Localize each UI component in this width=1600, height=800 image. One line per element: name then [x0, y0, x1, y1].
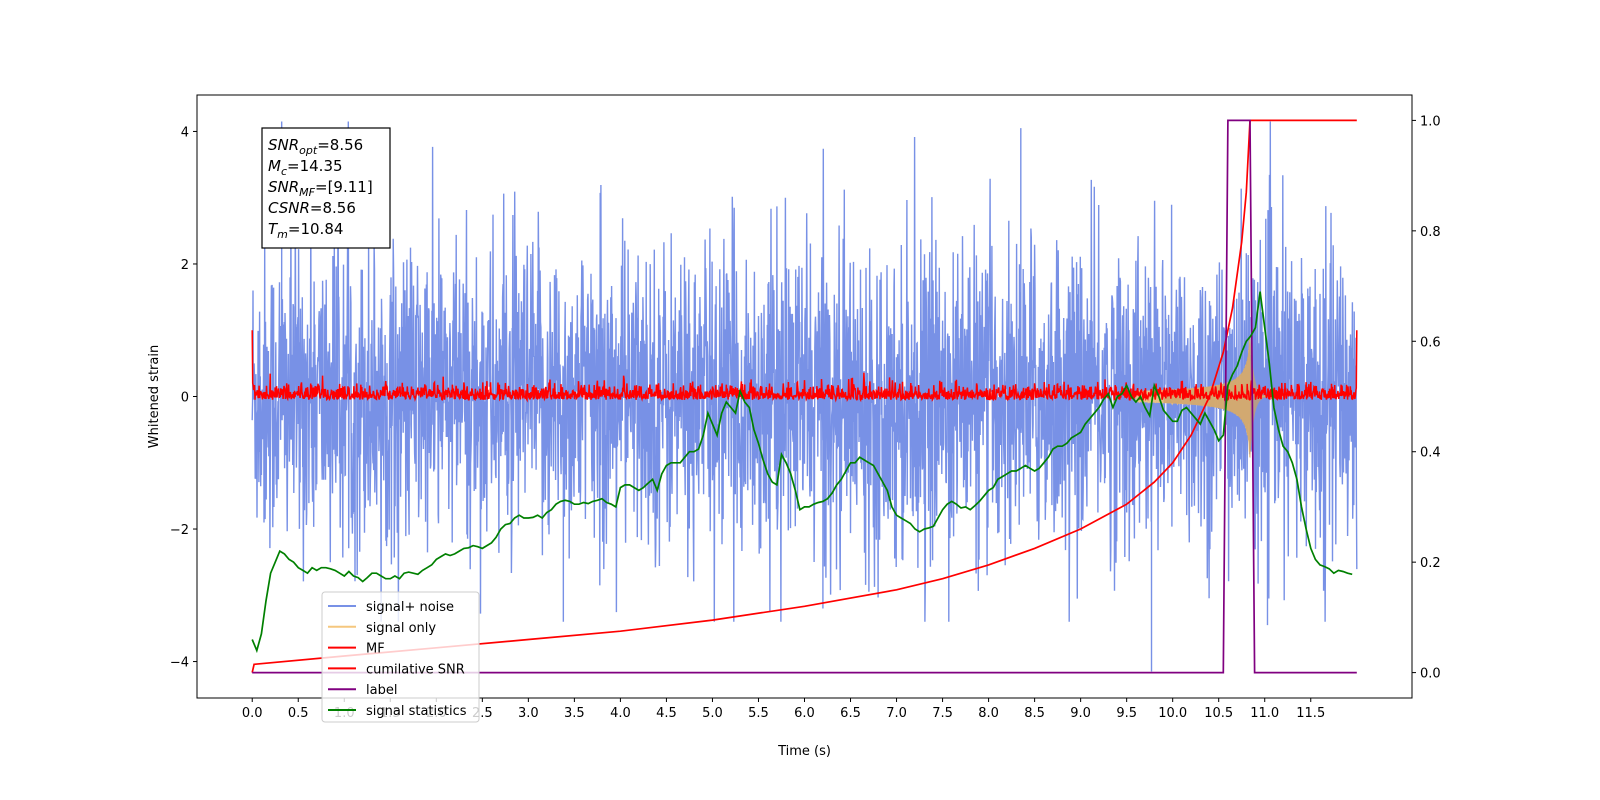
x-tick-label: 10.0 — [1158, 706, 1187, 721]
y-tick-label: 4 — [181, 125, 189, 140]
legend-item-label: signal only — [366, 621, 436, 636]
plot-area — [251, 119, 1358, 674]
series-line-cumulative-snr — [251, 119, 1357, 673]
legend-item-label: label — [366, 683, 397, 698]
y2-tick-label: 1.0 — [1420, 114, 1441, 129]
y2-tick-label: 0.4 — [1420, 446, 1441, 461]
x-tick-label: 7.5 — [932, 706, 953, 721]
y2-tick-label: 0.2 — [1420, 556, 1441, 571]
x-tick-label: 3.0 — [518, 706, 539, 721]
legend-item-label: signal statistics — [366, 704, 467, 719]
legend: signal+ noise signal only MF cumilative SNR… — [321, 591, 480, 723]
x-tick-label: 3.5 — [564, 706, 585, 721]
series-line-label — [252, 119, 1357, 674]
x-tick-label: 0.5 — [288, 706, 309, 721]
x-tick-label: 11.5 — [1296, 706, 1325, 721]
legend-item-label: MF — [366, 642, 385, 657]
annotation-line: SNRMF=[9.11] — [268, 178, 373, 199]
x-tick-label: 10.5 — [1204, 706, 1233, 721]
x-tick-label: 6.5 — [840, 706, 861, 721]
annotation-frame — [261, 127, 391, 249]
annotation-line: CSNR=8.56 — [268, 199, 356, 217]
x-tick-label: 8.5 — [1024, 706, 1045, 721]
y-axis-title: Whitened strain — [147, 345, 162, 448]
annotation-line: Tm=10.84 — [268, 220, 343, 241]
x-axis-title: Time (s) — [777, 744, 831, 759]
annotation-box: SNRopt=8.56Mc=14.35SNRMF=[9.11]CSNR=8.56… — [261, 127, 391, 249]
x-tick-label: 9.5 — [1116, 706, 1137, 721]
y-tick-label: −2 — [170, 523, 189, 538]
x-tick-label: 4.0 — [610, 706, 631, 721]
series-line-signal-statistics — [251, 291, 1353, 654]
x-tick-label: 7.0 — [886, 706, 907, 721]
legend-item-label: signal+ noise — [366, 600, 454, 615]
annotation-line: Mc=14.35 — [268, 157, 343, 178]
x-tick-label: 11.0 — [1250, 706, 1279, 721]
y-tick-label: −4 — [170, 656, 189, 671]
y-tick-label: 2 — [181, 258, 189, 273]
x-tick-label: 9.0 — [1070, 706, 1091, 721]
y2-tick-label: 0.6 — [1420, 335, 1441, 350]
y2-tick-label: 0.0 — [1420, 667, 1441, 682]
annotation-line: SNRopt=8.56 — [268, 136, 363, 157]
y2-tick-label: 0.8 — [1420, 225, 1441, 240]
x-tick-label: 5.5 — [748, 706, 769, 721]
x-tick-label: 4.5 — [656, 706, 677, 721]
x-tick-label: 5.0 — [702, 706, 723, 721]
legend-item-label: cumilative SNR — [366, 662, 465, 677]
series-line-mf — [251, 330, 1358, 403]
series-line-signal-noise — [251, 121, 1358, 622]
x-tick-label: 0.0 — [242, 706, 263, 721]
x-tick-label: 8.0 — [978, 706, 999, 721]
y-tick-label: 0 — [181, 391, 189, 406]
legend-frame — [321, 591, 480, 723]
x-tick-label: 6.0 — [794, 706, 815, 721]
